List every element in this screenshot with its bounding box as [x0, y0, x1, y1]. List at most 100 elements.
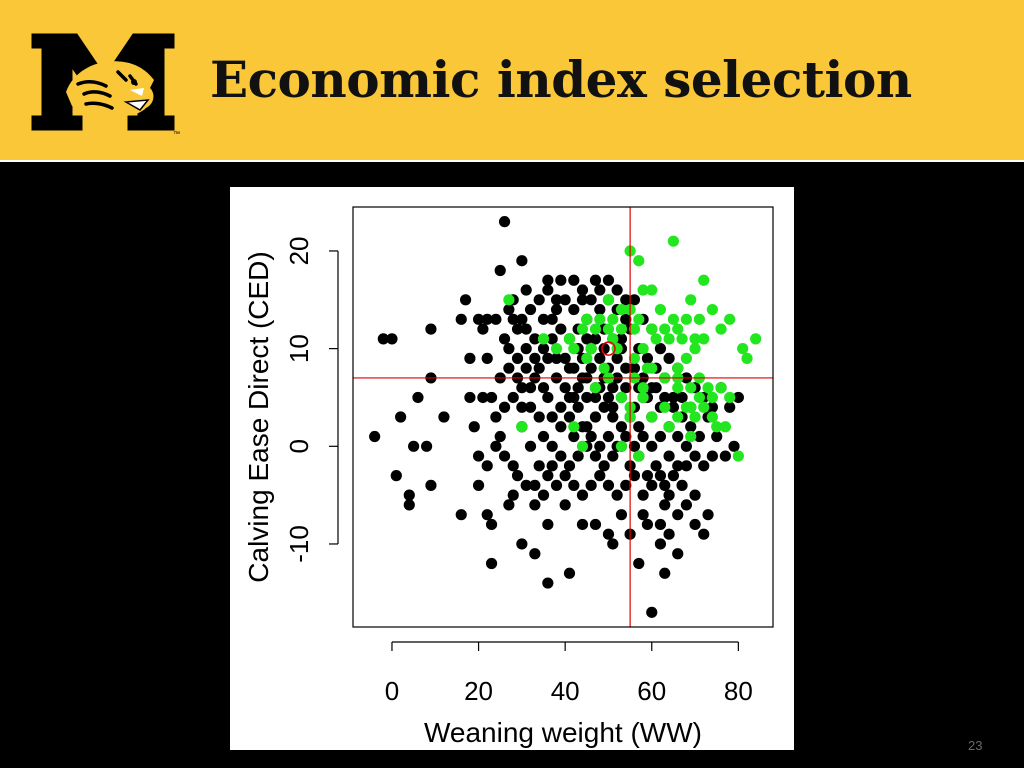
data-point	[637, 509, 649, 521]
data-point	[559, 352, 571, 364]
data-point	[663, 528, 675, 540]
data-point	[529, 479, 541, 491]
data-point	[425, 323, 437, 335]
data-point	[576, 284, 589, 296]
data-point	[507, 313, 519, 325]
data-point	[524, 382, 537, 394]
data-point	[615, 509, 628, 521]
x-tick-label: 60	[637, 676, 666, 706]
data-point	[589, 391, 602, 404]
data-point-selected	[503, 294, 515, 306]
data-point-selected	[724, 313, 736, 325]
data-point	[615, 421, 628, 433]
data-point	[620, 382, 632, 394]
data-point-selected	[698, 333, 710, 345]
data-point	[667, 470, 680, 482]
data-point	[602, 430, 615, 443]
data-point-selected	[589, 323, 602, 335]
data-point-selected	[581, 352, 593, 364]
data-point	[542, 284, 554, 296]
data-point	[468, 421, 480, 433]
data-point	[403, 499, 415, 511]
data-point	[559, 470, 571, 482]
data-point	[511, 352, 524, 364]
data-point	[559, 499, 571, 511]
data-point	[607, 411, 619, 423]
data-point	[498, 401, 511, 413]
data-point	[542, 518, 554, 531]
data-point	[511, 323, 524, 335]
data-point	[537, 343, 550, 355]
data-point-selected	[563, 333, 576, 345]
data-point	[706, 401, 718, 413]
data-point	[637, 430, 649, 443]
data-point-selected	[693, 391, 705, 404]
data-point	[503, 303, 515, 316]
data-point-selected	[516, 421, 528, 433]
data-point-selected	[628, 352, 641, 364]
data-point-selected	[637, 284, 649, 296]
data-point	[607, 450, 619, 462]
data-point	[654, 343, 667, 355]
data-point	[581, 391, 593, 404]
data-point	[589, 450, 602, 462]
data-point	[494, 430, 506, 443]
data-point-selected	[698, 401, 710, 413]
data-point	[628, 470, 641, 482]
data-point-selected	[685, 294, 697, 306]
svg-text:™: ™	[173, 131, 180, 138]
data-point-selected	[698, 274, 710, 286]
data-point	[464, 391, 476, 404]
data-point	[607, 538, 619, 550]
data-point	[395, 411, 407, 423]
data-point	[408, 440, 420, 452]
data-point-selected	[654, 303, 667, 316]
data-point	[550, 294, 563, 306]
data-point	[680, 499, 693, 511]
y-tick-label: 20	[284, 236, 314, 265]
data-point	[689, 450, 701, 462]
data-point	[472, 479, 485, 491]
data-point	[585, 479, 597, 491]
data-point	[620, 313, 632, 325]
data-point-selected	[568, 343, 580, 355]
data-point	[728, 440, 740, 452]
data-point	[654, 538, 667, 550]
data-point-selected	[672, 382, 684, 394]
data-point	[537, 489, 550, 501]
data-point	[555, 401, 567, 413]
data-point-selected	[637, 382, 649, 394]
data-point	[390, 470, 402, 482]
data-point-selected	[680, 313, 693, 325]
data-point	[490, 313, 502, 325]
data-point	[589, 333, 602, 345]
data-point	[529, 499, 541, 511]
data-point	[585, 430, 597, 443]
data-point	[563, 411, 576, 423]
data-point	[563, 460, 576, 472]
data-point	[663, 352, 675, 364]
tiger-head-icon	[66, 61, 154, 117]
data-point-selected	[706, 391, 718, 404]
data-point	[546, 333, 558, 345]
data-point	[654, 470, 667, 482]
data-point	[524, 440, 537, 452]
data-point	[620, 430, 632, 443]
slide-title: Economic index selection	[210, 50, 912, 109]
data-point-selected	[646, 411, 658, 423]
data-point	[698, 528, 710, 540]
data-point	[659, 391, 671, 404]
data-point	[481, 509, 493, 521]
data-point	[581, 333, 593, 345]
data-point	[620, 362, 632, 374]
data-point	[520, 343, 532, 355]
data-point-selected	[685, 430, 697, 443]
data-point-selected	[589, 382, 602, 394]
data-point-selected	[715, 323, 727, 335]
data-point-selected	[676, 333, 688, 345]
data-point	[425, 479, 437, 491]
data-point	[563, 362, 576, 374]
data-point-selected	[680, 352, 693, 364]
data-point	[698, 460, 710, 472]
data-point	[689, 489, 701, 501]
